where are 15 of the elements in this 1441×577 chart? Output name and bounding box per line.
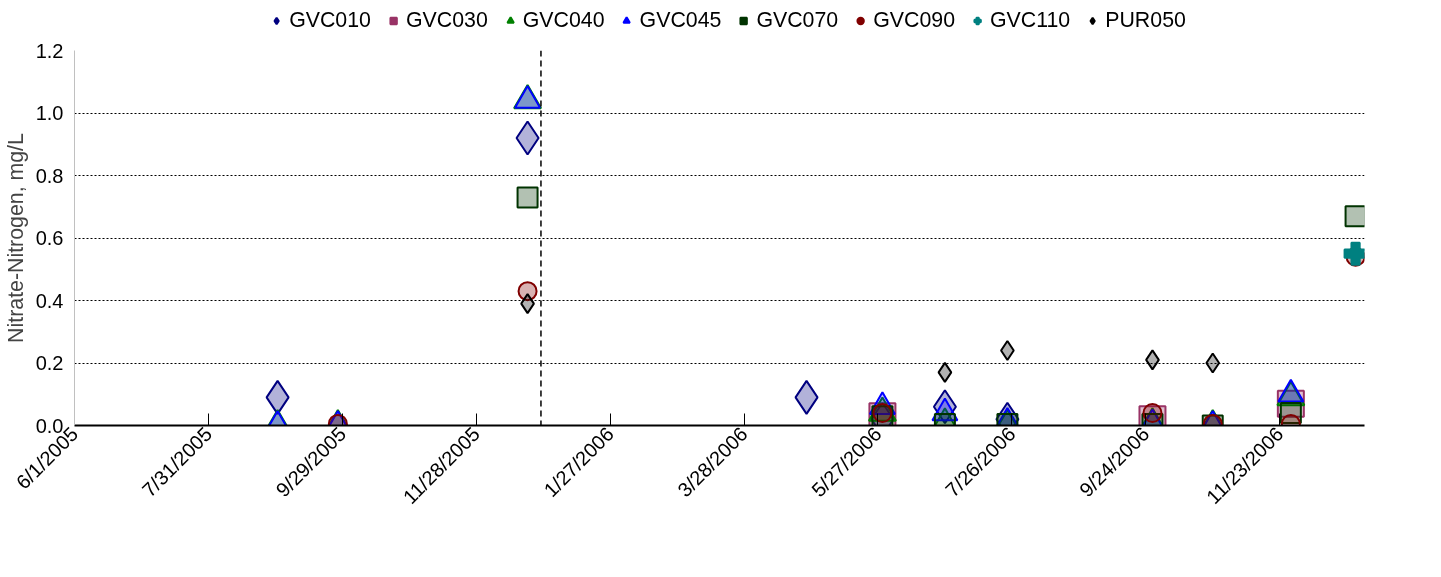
y-tick-label: 0.8 (35, 164, 64, 187)
legend-label: GVC030 (405, 7, 488, 33)
legend-label: GVC010 (289, 7, 371, 33)
legend-label: GVC045 (639, 7, 722, 33)
legend-label: GVC090 (873, 7, 956, 33)
legend-label: GVC070 (756, 7, 839, 33)
legend-label: GVC040 (522, 7, 605, 33)
legend-label: PUR050 (1105, 7, 1186, 33)
y-tick-label: 0.6 (35, 227, 64, 249)
y-axis-title: Nitrate-Nitrogen, mg/L (3, 132, 28, 343)
y-tick-label: 1.2 (35, 39, 64, 62)
y-tick-label: 1.0 (35, 102, 64, 124)
legend-label: GVC110 (990, 7, 1071, 33)
y-tick-label: 0.2 (35, 352, 64, 374)
y-tick-label: 0.4 (35, 289, 64, 312)
